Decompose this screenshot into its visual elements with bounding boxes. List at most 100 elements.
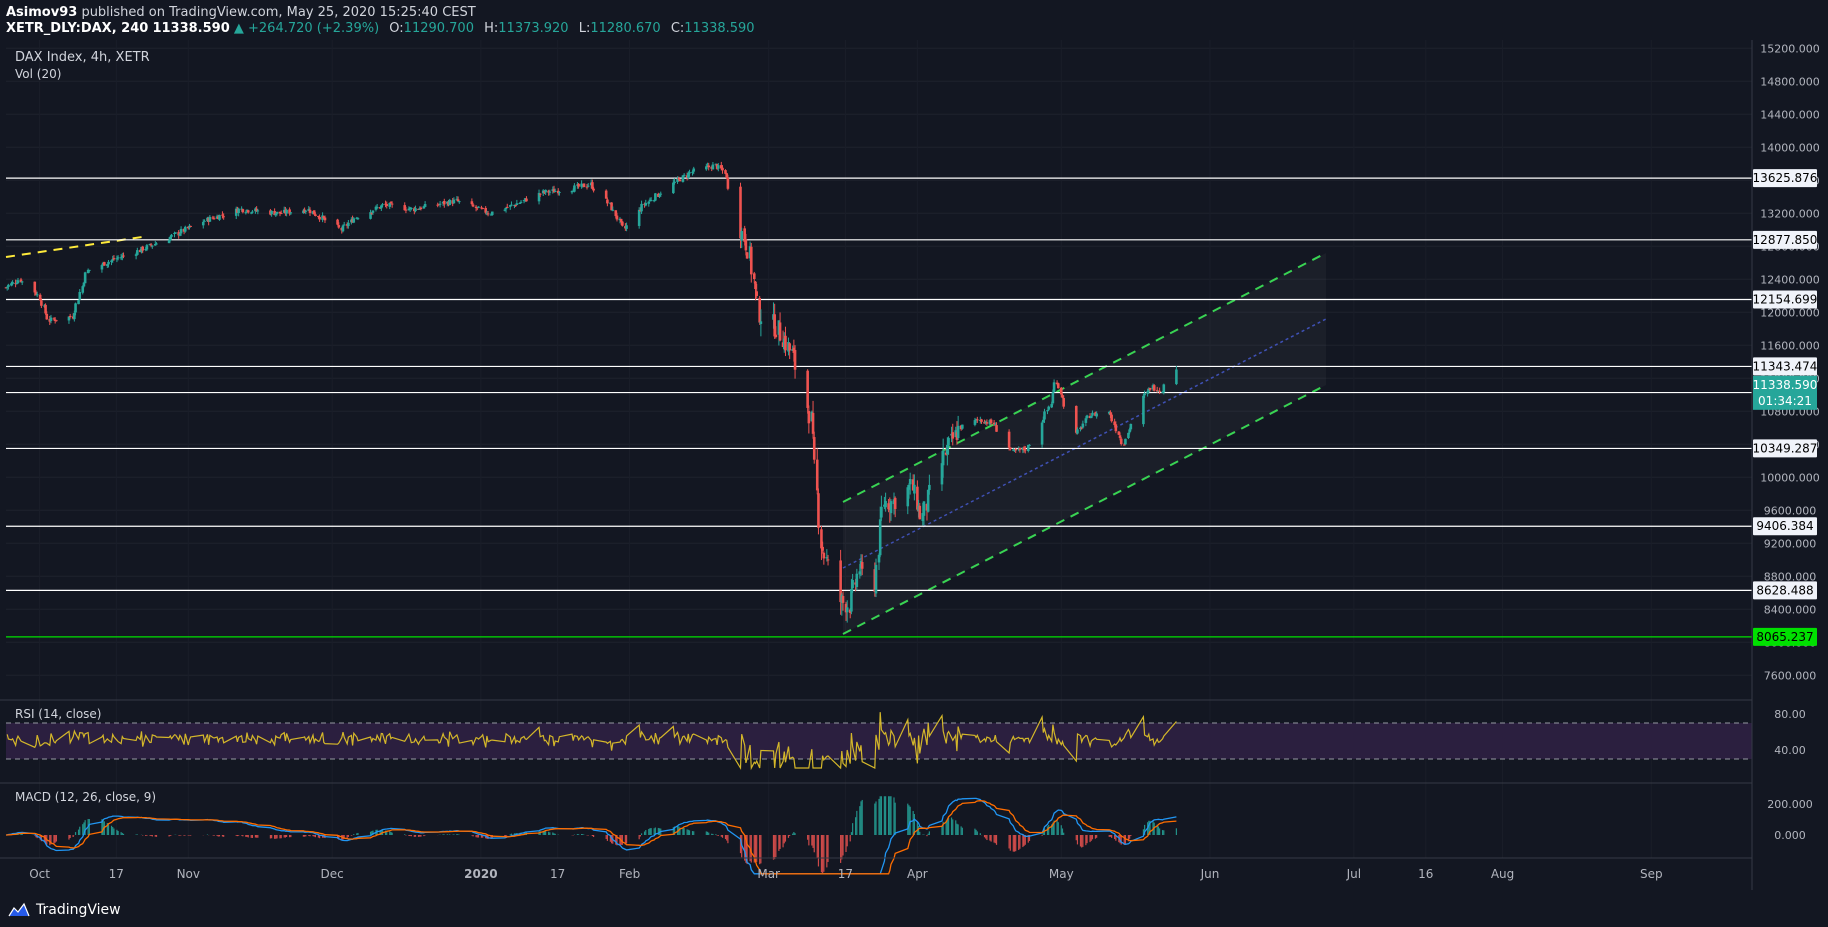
candle-body — [906, 487, 910, 507]
candle-body — [515, 203, 519, 206]
candle-body — [505, 206, 509, 208]
x-tick-label: 17 — [550, 867, 565, 881]
candle-body — [640, 203, 643, 212]
candle-body — [115, 258, 119, 260]
candle-body — [1128, 429, 1131, 433]
macd-histogram — [6, 796, 1177, 874]
candle-body — [889, 501, 893, 514]
candle-body — [995, 425, 998, 432]
candle-body — [33, 281, 37, 293]
x-tick-label: Nov — [177, 867, 200, 881]
candle-body — [1091, 412, 1094, 416]
rsi-tick-label: 40.00 — [1774, 744, 1806, 757]
open-label: O: — [389, 21, 404, 36]
candle-body — [168, 236, 172, 241]
candle-body — [654, 193, 657, 201]
candle-body — [817, 493, 820, 528]
candle-body — [928, 484, 931, 491]
candle-body — [1158, 390, 1161, 392]
candle-body — [678, 179, 682, 182]
candle-body — [1124, 438, 1127, 445]
candle-body — [994, 424, 997, 426]
candle-body — [381, 204, 384, 206]
price-chart[interactable]: 15200.00014800.00014400.00014000.0001360… — [0, 40, 1828, 890]
level-tag — [1753, 439, 1817, 458]
candle-body — [518, 203, 522, 205]
candle-body — [275, 211, 279, 214]
x-tick-label: 2020 — [464, 867, 497, 881]
level-tag-label: 8065.237 — [1756, 630, 1813, 644]
channel-top-line[interactable] — [842, 252, 1327, 503]
candle-body — [452, 199, 456, 204]
channel-bottom-line[interactable] — [842, 384, 1327, 635]
candle-body — [1155, 390, 1159, 392]
candle-body — [438, 203, 442, 205]
level-tag — [1753, 627, 1817, 646]
candle-body — [558, 191, 561, 193]
candle-body — [155, 243, 158, 245]
candle-body — [1051, 392, 1055, 404]
price-change: ▲ +264.720 (+2.39%) — [233, 21, 380, 36]
candle-body — [403, 205, 407, 211]
candle-body — [183, 226, 187, 232]
candle-body — [15, 283, 19, 285]
candle-body — [285, 209, 288, 214]
candle-body — [976, 419, 979, 421]
candle-body — [580, 183, 583, 187]
candle-body — [1028, 444, 1031, 446]
candle-body — [825, 557, 829, 559]
candle-body — [490, 211, 494, 216]
candle-body — [212, 218, 216, 220]
candle-body — [1022, 447, 1026, 450]
candle-body — [806, 370, 809, 408]
candle-body — [573, 185, 576, 192]
candle-body — [673, 181, 676, 184]
candle-body — [1040, 422, 1044, 445]
candle-body — [273, 210, 276, 216]
candle-body — [256, 210, 260, 212]
candle-body — [884, 500, 887, 508]
y-tick-label: 7600.000 — [1764, 669, 1817, 682]
candle-body — [1110, 414, 1113, 422]
level-tag — [1753, 290, 1817, 309]
candle-body — [208, 216, 212, 222]
candle-body — [40, 300, 43, 306]
candle-body — [222, 216, 225, 218]
tradingview-icon — [8, 902, 30, 917]
candle-body — [288, 209, 291, 214]
candle-body — [1080, 427, 1083, 429]
candle-body — [385, 204, 389, 207]
candle-body — [221, 214, 224, 216]
y-tick-label: 12000.000 — [1760, 306, 1820, 319]
candle-body — [606, 199, 609, 204]
candle-body — [788, 343, 791, 351]
candle-body — [586, 185, 590, 187]
candle-body — [414, 208, 417, 212]
candle-body — [388, 202, 392, 207]
candle-body — [784, 335, 787, 351]
author-name[interactable]: Asimov93 — [6, 5, 78, 20]
candle-body — [1113, 421, 1116, 426]
x-tick-label: Oct — [29, 867, 50, 881]
candle-body — [614, 210, 618, 217]
candle-body — [83, 272, 87, 284]
candle-body — [855, 573, 859, 587]
x-tick-label: 17 — [109, 867, 124, 881]
candle-body — [1081, 423, 1085, 428]
candle-body — [103, 262, 106, 266]
candle-body — [759, 321, 763, 324]
tradingview-logo[interactable]: TradingView — [8, 902, 121, 918]
candle-body — [1047, 406, 1050, 410]
candle-body — [10, 283, 13, 286]
pane-labels: DAX Index, 4h, XETR Vol (20) RSI (14, cl… — [15, 50, 156, 804]
macd-pane — [5, 796, 1177, 875]
candle-body — [647, 201, 651, 204]
rsi-line — [6, 712, 1177, 771]
candle-body — [437, 204, 441, 206]
candle-body — [749, 246, 753, 275]
candle-body — [508, 205, 512, 207]
candle-body — [347, 222, 350, 227]
level-tag-label: 12154.699 — [1753, 292, 1818, 306]
candle-body — [237, 208, 240, 214]
time-axis[interactable]: Oct 17 Nov Dec 2020 17 Feb Mar 17 Apr May Jun Jul 16 A… — [29, 867, 1662, 881]
